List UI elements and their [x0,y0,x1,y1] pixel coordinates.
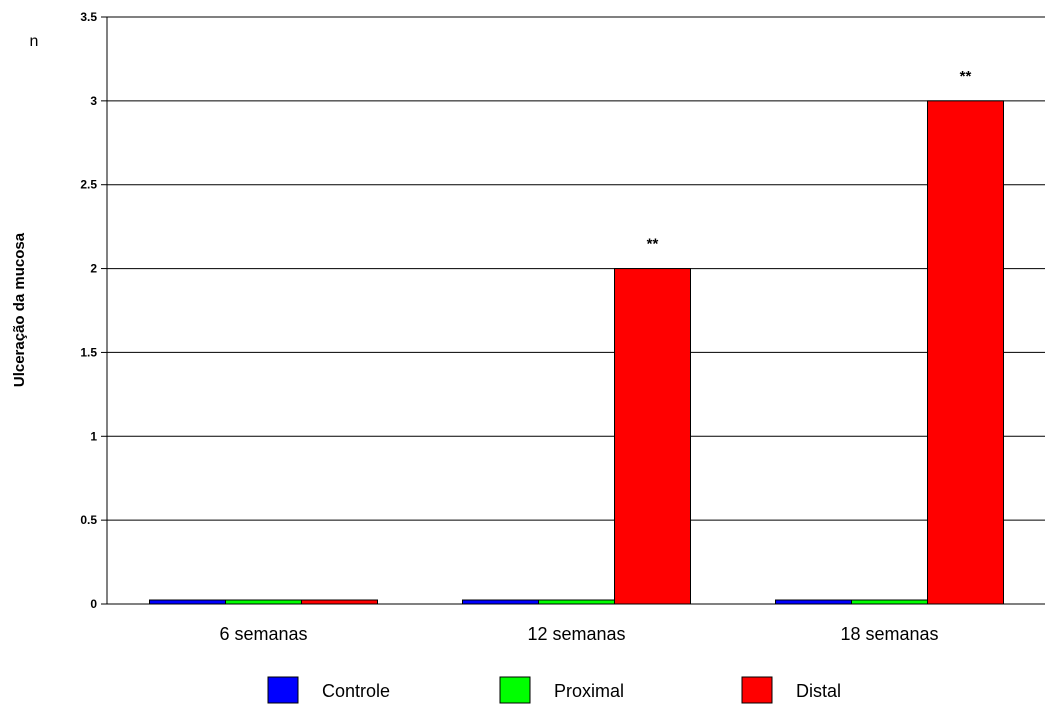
bar-controle-3 [775,599,852,605]
y-tick-label: 0 [90,597,97,611]
x-category-label: 6 semanas [219,624,307,644]
y-tick-label: 2 [90,262,97,276]
gridlines [107,16,1045,521]
x-category-label: 12 semanas [527,624,625,644]
x-category-label: 18 semanas [840,624,938,644]
bar-controle-2 [462,599,539,605]
y-unit-label: n [30,33,39,50]
bar-distal-1 [301,599,378,605]
significance-annotation: ** [647,236,659,253]
annotations: ** ** [647,68,972,253]
y-tick-label: 3 [90,94,97,108]
y-tick-label: 1.5 [80,345,97,359]
bar-proximal-1 [225,599,302,605]
axes [101,16,1045,605]
legend-swatch-distal [741,676,773,704]
bar-controle-1 [149,599,226,605]
legend-swatch-controle [267,676,299,704]
legend-label-proximal: Proximal [554,681,624,701]
y-tick-label: 2.5 [80,178,97,192]
significance-annotation: ** [960,68,972,85]
bar-proximal-2 [538,599,615,605]
y-tick-label: 1 [90,429,97,443]
legend-swatch-proximal [499,676,531,704]
y-tick-labels: 0 0.5 1 1.5 2 2.5 3 3.5 [80,10,97,611]
bar-distal-3 [927,100,1004,605]
legend-label-controle: Controle [322,681,390,701]
legend: Controle Proximal Distal [267,676,841,704]
y-tick-label: 3.5 [80,10,97,24]
x-category-labels: 6 semanas 12 semanas 18 semanas [219,624,938,644]
y-tick-label: 0.5 [80,513,97,527]
bar-proximal-3 [851,599,928,605]
bar-distal-2 [614,268,691,605]
y-axis-label: Ulceração da mucosa [11,232,28,387]
legend-label-distal: Distal [796,681,841,701]
